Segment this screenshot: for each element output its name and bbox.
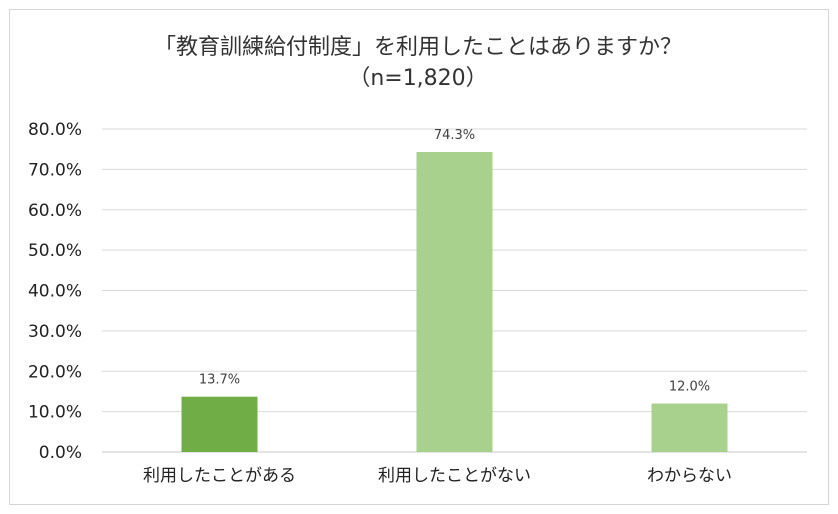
bar-chart: 「教育訓練給付制度」を利用したことはありますか？ （n=1,820） 0.0% 1… [28, 35, 807, 486]
y-axis-ticks: 0.0% 10.0% 20.0% 30.0% 40.0% 50.0% 60.0% 70.0% 8… [28, 120, 82, 463]
x-axis-categories: 利用したことがある 利用したことがない わからない [143, 466, 732, 486]
y-tick-label: 0.0% [39, 443, 82, 463]
y-tick-label: 50.0% [28, 241, 82, 261]
chart-frame: 「教育訓練給付制度」を利用したことはありますか？ （n=1,820） 0.0% 1… [9, 9, 829, 505]
bar [181, 396, 258, 452]
data-label: 12.0% [669, 380, 710, 395]
y-tick-label: 60.0% [28, 201, 82, 221]
bar [416, 152, 493, 453]
category-label: 利用したことがない [378, 466, 531, 486]
category-label: わからない [647, 466, 732, 486]
category-label: 利用したことがある [143, 466, 296, 486]
data-label: 74.3% [434, 128, 475, 143]
chart-title-line-2: （n=1,820） [348, 66, 487, 91]
bar [651, 403, 728, 452]
y-tick-label: 20.0% [28, 362, 82, 382]
y-tick-label: 80.0% [28, 120, 82, 140]
bars [181, 152, 728, 453]
y-tick-label: 10.0% [28, 403, 82, 423]
y-tick-label: 30.0% [28, 322, 82, 342]
chart-title-line-1: 「教育訓練給付制度」を利用したことはありますか？ [154, 35, 682, 60]
data-labels: 13.7% 74.3% 12.0% [199, 128, 710, 395]
y-tick-label: 40.0% [28, 282, 82, 302]
data-label: 13.7% [199, 373, 240, 388]
y-tick-label: 70.0% [28, 160, 82, 180]
